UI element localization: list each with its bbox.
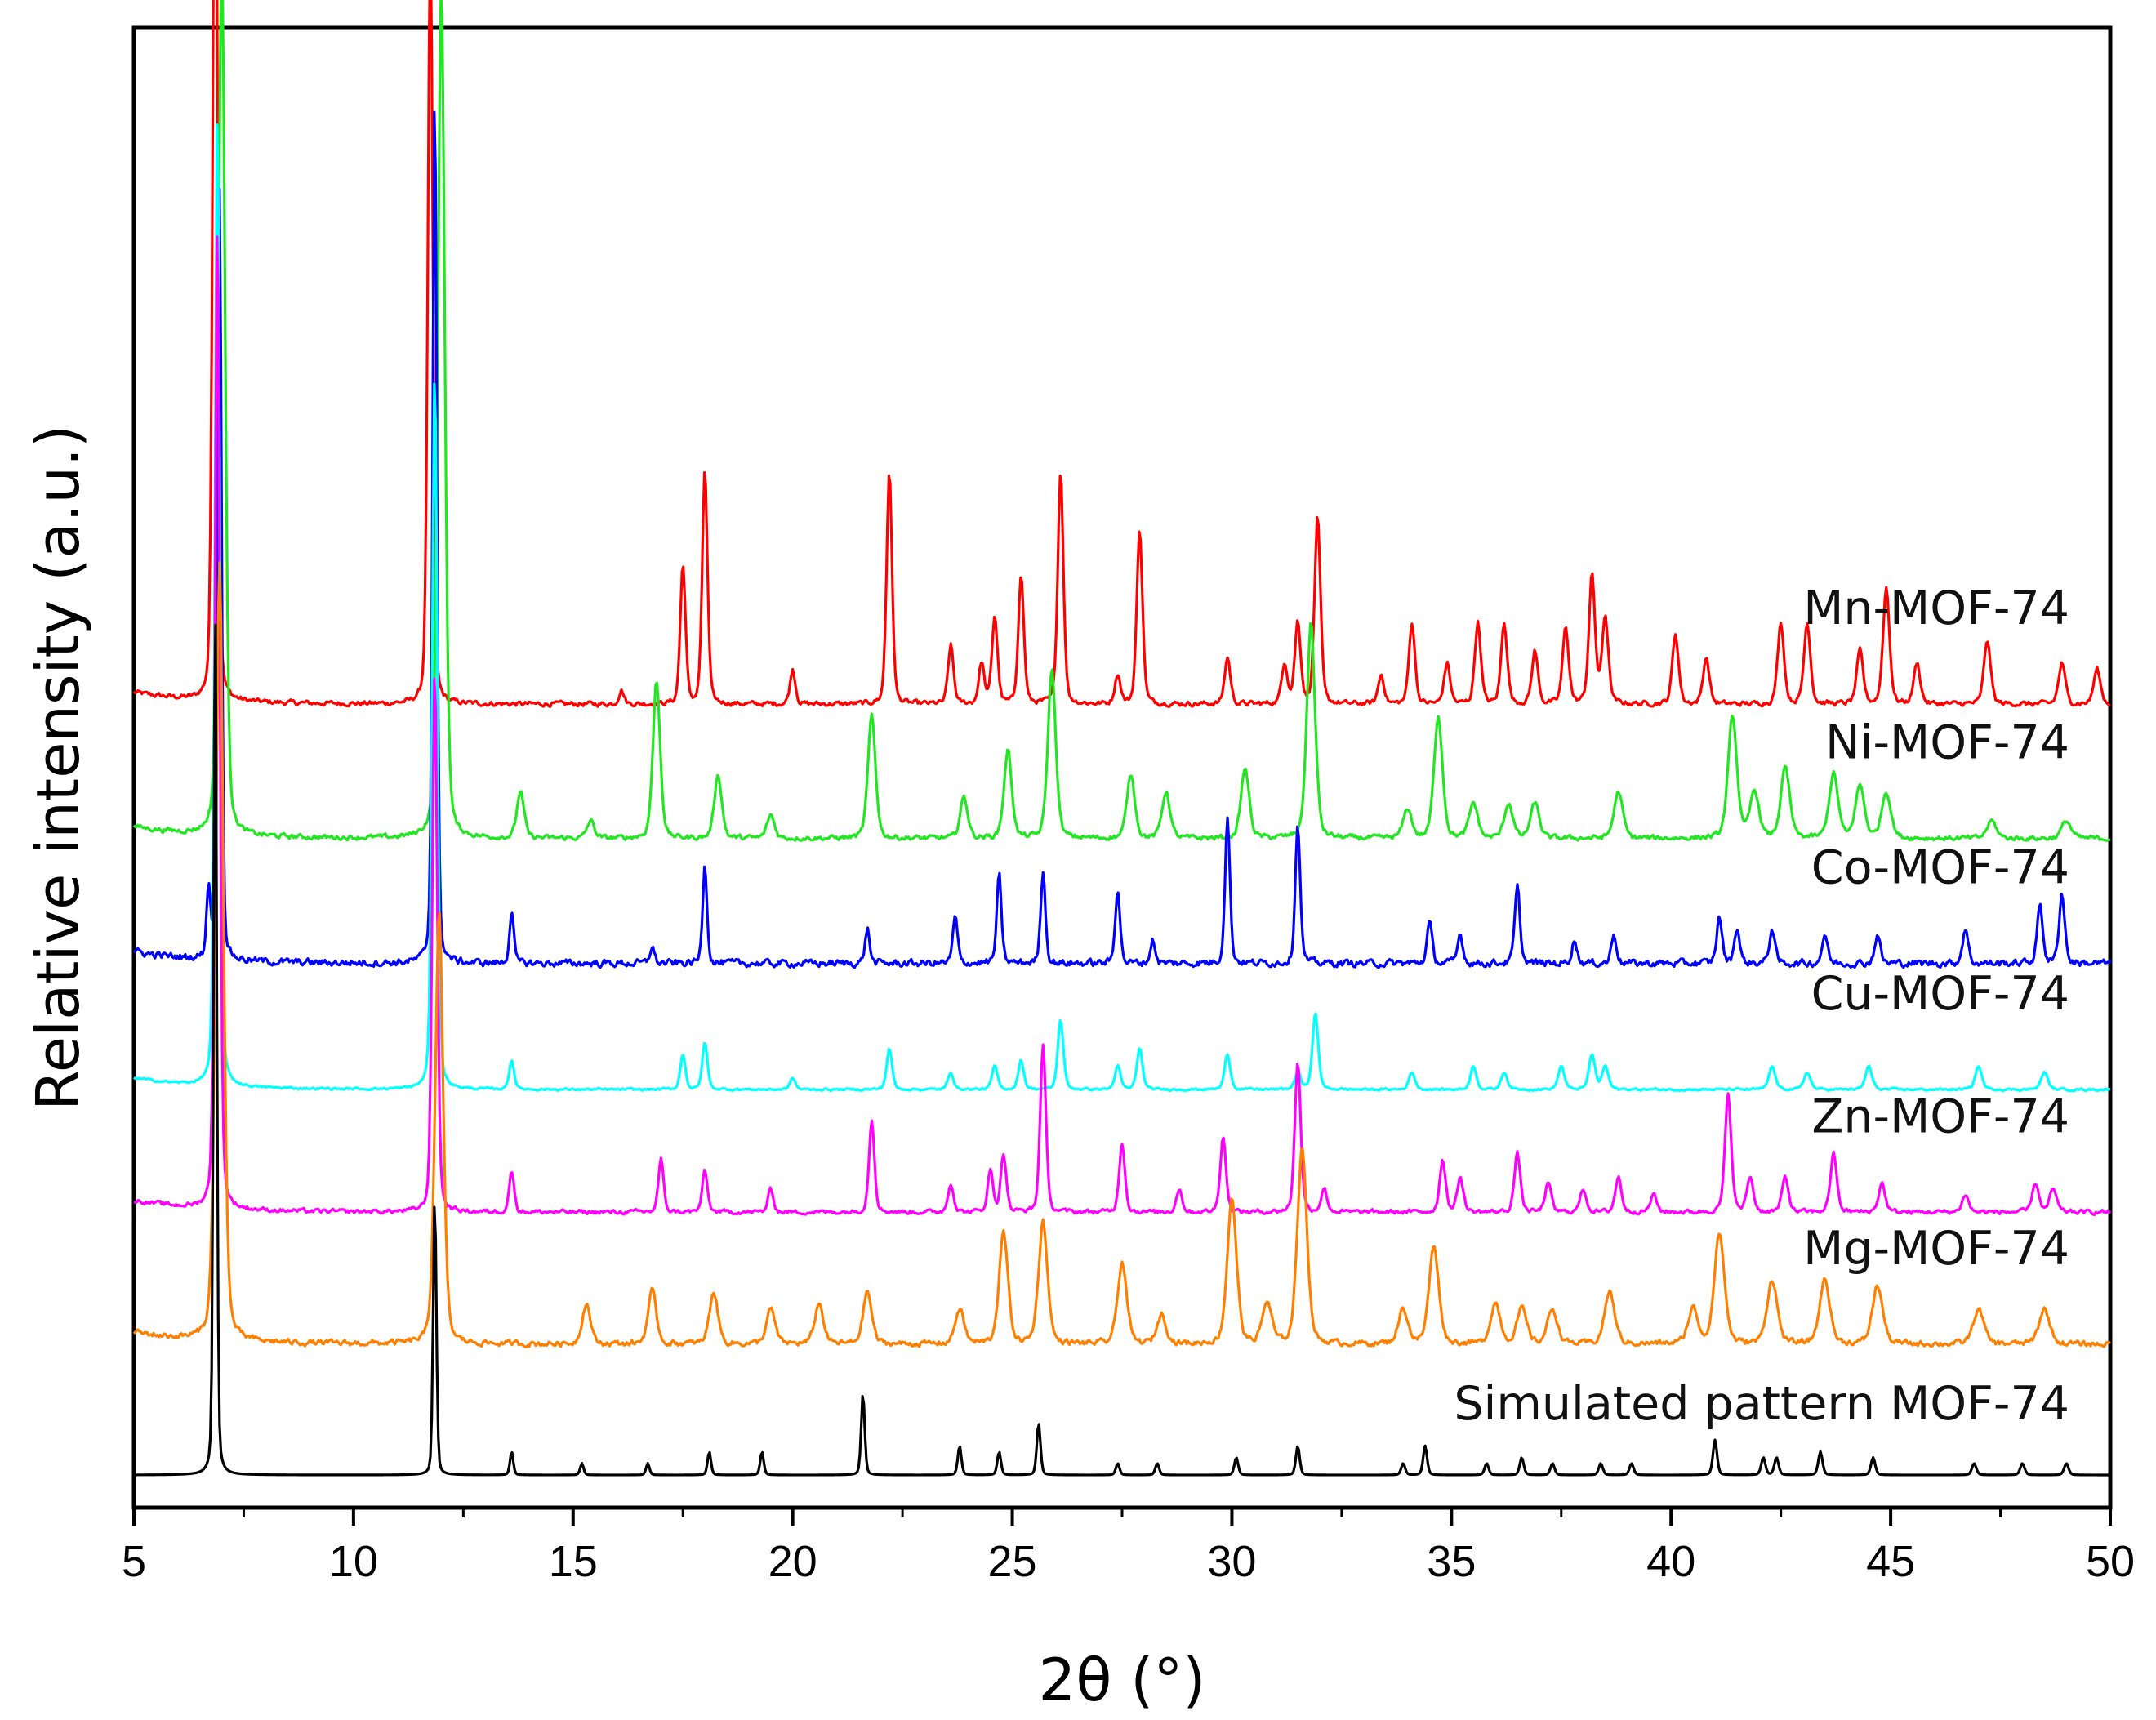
- series-label: Simulated pattern MOF-74: [1454, 1377, 2069, 1431]
- x-tick-label: 30: [1207, 1537, 1256, 1586]
- x-tick-label: 25: [988, 1537, 1037, 1586]
- series-labels: Mn-MOF-74 Ni-MOF-74 Co-MOF-74 Cu-MOF-74 Zn-M…: [1454, 582, 2069, 1431]
- series-line-co-mof-74: [132, 110, 2112, 969]
- series-label: Zn-MOF-74: [1811, 1089, 2069, 1143]
- series-label: Mg-MOF-74: [1803, 1222, 2069, 1276]
- x-tick-label: 20: [768, 1537, 817, 1586]
- x-tick-label: 10: [329, 1537, 378, 1586]
- series-line-simulated-pattern-mof-74: [133, 623, 2110, 1477]
- series-line-zn-mof-74: [133, 235, 2112, 1217]
- x-tick-label: 35: [1427, 1537, 1476, 1586]
- x-tick-label: 45: [1866, 1537, 1915, 1586]
- series-layer: [132, 0, 2112, 1477]
- y-axis-title: Relative intensity (a.u.): [24, 425, 92, 1111]
- x-axis: 5 10 15 20 25 30 35 40 45 50: [122, 1508, 2135, 1586]
- x-tick-label: 5: [122, 1537, 146, 1586]
- series-line-cu-mof-74: [132, 123, 2111, 1093]
- series-label: Ni-MOF-74: [1825, 716, 2069, 770]
- x-axis-title: 2θ (°): [1039, 1646, 1206, 1714]
- x-tick-label: 50: [2086, 1537, 2135, 1586]
- series-label: Cu-MOF-74: [1811, 967, 2069, 1021]
- series-line-mn-mof-74: [132, 0, 2111, 708]
- x-tick-label: 15: [549, 1537, 598, 1586]
- series-line-ni-mof-74: [132, 0, 2111, 842]
- x-tick-label: 40: [1646, 1537, 1695, 1586]
- series-label: Mn-MOF-74: [1803, 582, 2069, 635]
- series-label: Co-MOF-74: [1811, 841, 2069, 895]
- series-line-mg-mof-74: [132, 561, 2111, 1348]
